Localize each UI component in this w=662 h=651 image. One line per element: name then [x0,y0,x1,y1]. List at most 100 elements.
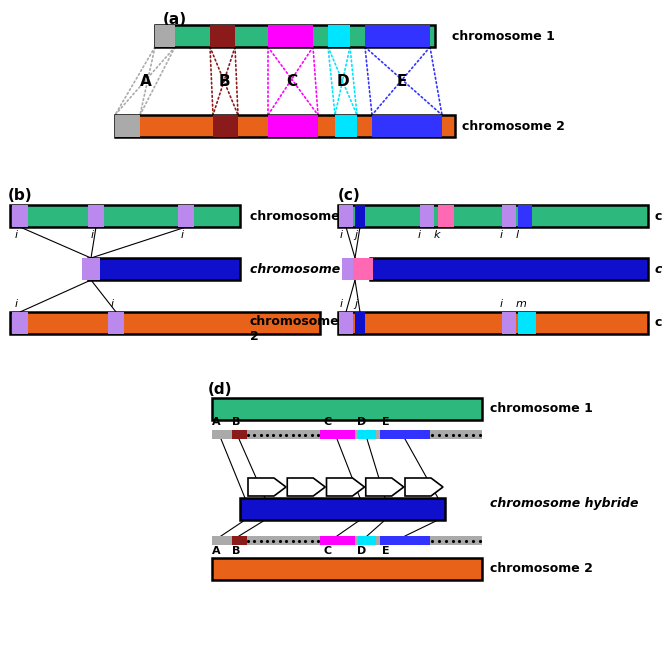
Text: B: B [232,417,240,427]
Bar [108,312,124,334]
Bar [335,115,357,137]
Text: B: B [218,74,230,89]
Text: (a): (a) [163,12,187,27]
Text: l: l [516,230,519,240]
Text: chromosome 2: chromosome 2 [490,562,593,575]
Text: C: C [323,546,331,556]
Text: i: i [181,230,184,240]
Text: chromosome 2: chromosome 2 [655,316,662,329]
Bar [240,498,445,520]
FancyArrow shape [405,478,443,496]
Text: chromosome hybride: chromosome hybride [490,497,639,510]
Text: E: E [397,74,407,89]
Text: D: D [336,74,349,89]
Bar [268,115,318,137]
Text: C: C [286,74,297,89]
Text: A: A [212,546,220,556]
Text: k: k [434,230,440,240]
Bar [372,115,442,137]
Bar [12,205,28,227]
Text: B: B [232,546,240,556]
FancyArrow shape [248,478,286,496]
Text: j: j [354,299,357,309]
Text: i: i [15,230,18,240]
Bar [342,258,360,280]
Bar [320,430,355,439]
Text: i: i [111,299,114,309]
FancyArrow shape [365,478,404,496]
Bar [212,558,482,580]
Bar [365,25,430,47]
Bar [82,258,100,280]
Text: i: i [15,299,18,309]
Text: i: i [500,230,503,240]
Bar [115,115,455,137]
Bar [338,312,648,334]
Bar [232,536,247,545]
Bar [353,258,373,280]
Bar [338,205,648,227]
Text: E: E [382,417,390,427]
Bar [155,25,175,47]
Text: chromosome 1: chromosome 1 [655,210,662,223]
Bar [328,25,350,47]
Text: chromosome 2: chromosome 2 [462,120,565,133]
Bar [10,312,320,334]
Bar [370,258,648,280]
Bar [339,205,353,227]
Bar [518,205,532,227]
Bar [502,312,516,334]
Text: chromosome hybride: chromosome hybride [250,262,399,275]
Bar [212,536,230,545]
Bar [358,430,376,439]
Text: chromosome 1: chromosome 1 [452,29,555,42]
Bar [212,430,230,439]
Bar [518,312,536,334]
Bar [88,258,240,280]
Bar [88,205,104,227]
Bar [380,536,430,545]
Text: A: A [140,74,152,89]
Text: chromosome hybride: chromosome hybride [655,262,662,275]
Bar [213,115,238,137]
Bar [268,25,313,47]
Bar [12,312,28,334]
Text: C: C [323,417,331,427]
Bar [115,115,140,137]
Text: i: i [91,230,94,240]
FancyArrow shape [287,478,325,496]
Text: i: i [340,299,343,309]
Bar [380,430,430,439]
Text: D: D [357,417,366,427]
Text: (b): (b) [8,188,32,203]
Text: E: E [382,546,390,556]
Bar [210,25,235,47]
Text: A: A [212,417,220,427]
Bar [212,398,482,420]
Text: i: i [340,230,343,240]
Bar [178,205,194,227]
Bar [10,205,240,227]
Bar [320,536,355,545]
Bar [339,312,353,334]
Bar [355,205,365,227]
Bar [420,205,434,227]
Text: (c): (c) [338,188,361,203]
Bar [438,205,454,227]
Bar [232,430,247,439]
FancyArrow shape [326,478,365,496]
Text: i: i [418,230,421,240]
Bar [355,312,365,334]
Bar [358,536,376,545]
Bar [155,25,435,47]
Text: j: j [354,230,357,240]
Text: chromosome
2: chromosome 2 [250,315,340,343]
Bar [502,205,516,227]
Bar [212,430,482,439]
Text: (d): (d) [208,382,232,397]
Bar [212,536,482,545]
Text: chromosome 1: chromosome 1 [250,210,353,223]
Text: D: D [357,546,366,556]
Text: m: m [516,299,527,309]
Text: chromosome 1: chromosome 1 [490,402,593,415]
